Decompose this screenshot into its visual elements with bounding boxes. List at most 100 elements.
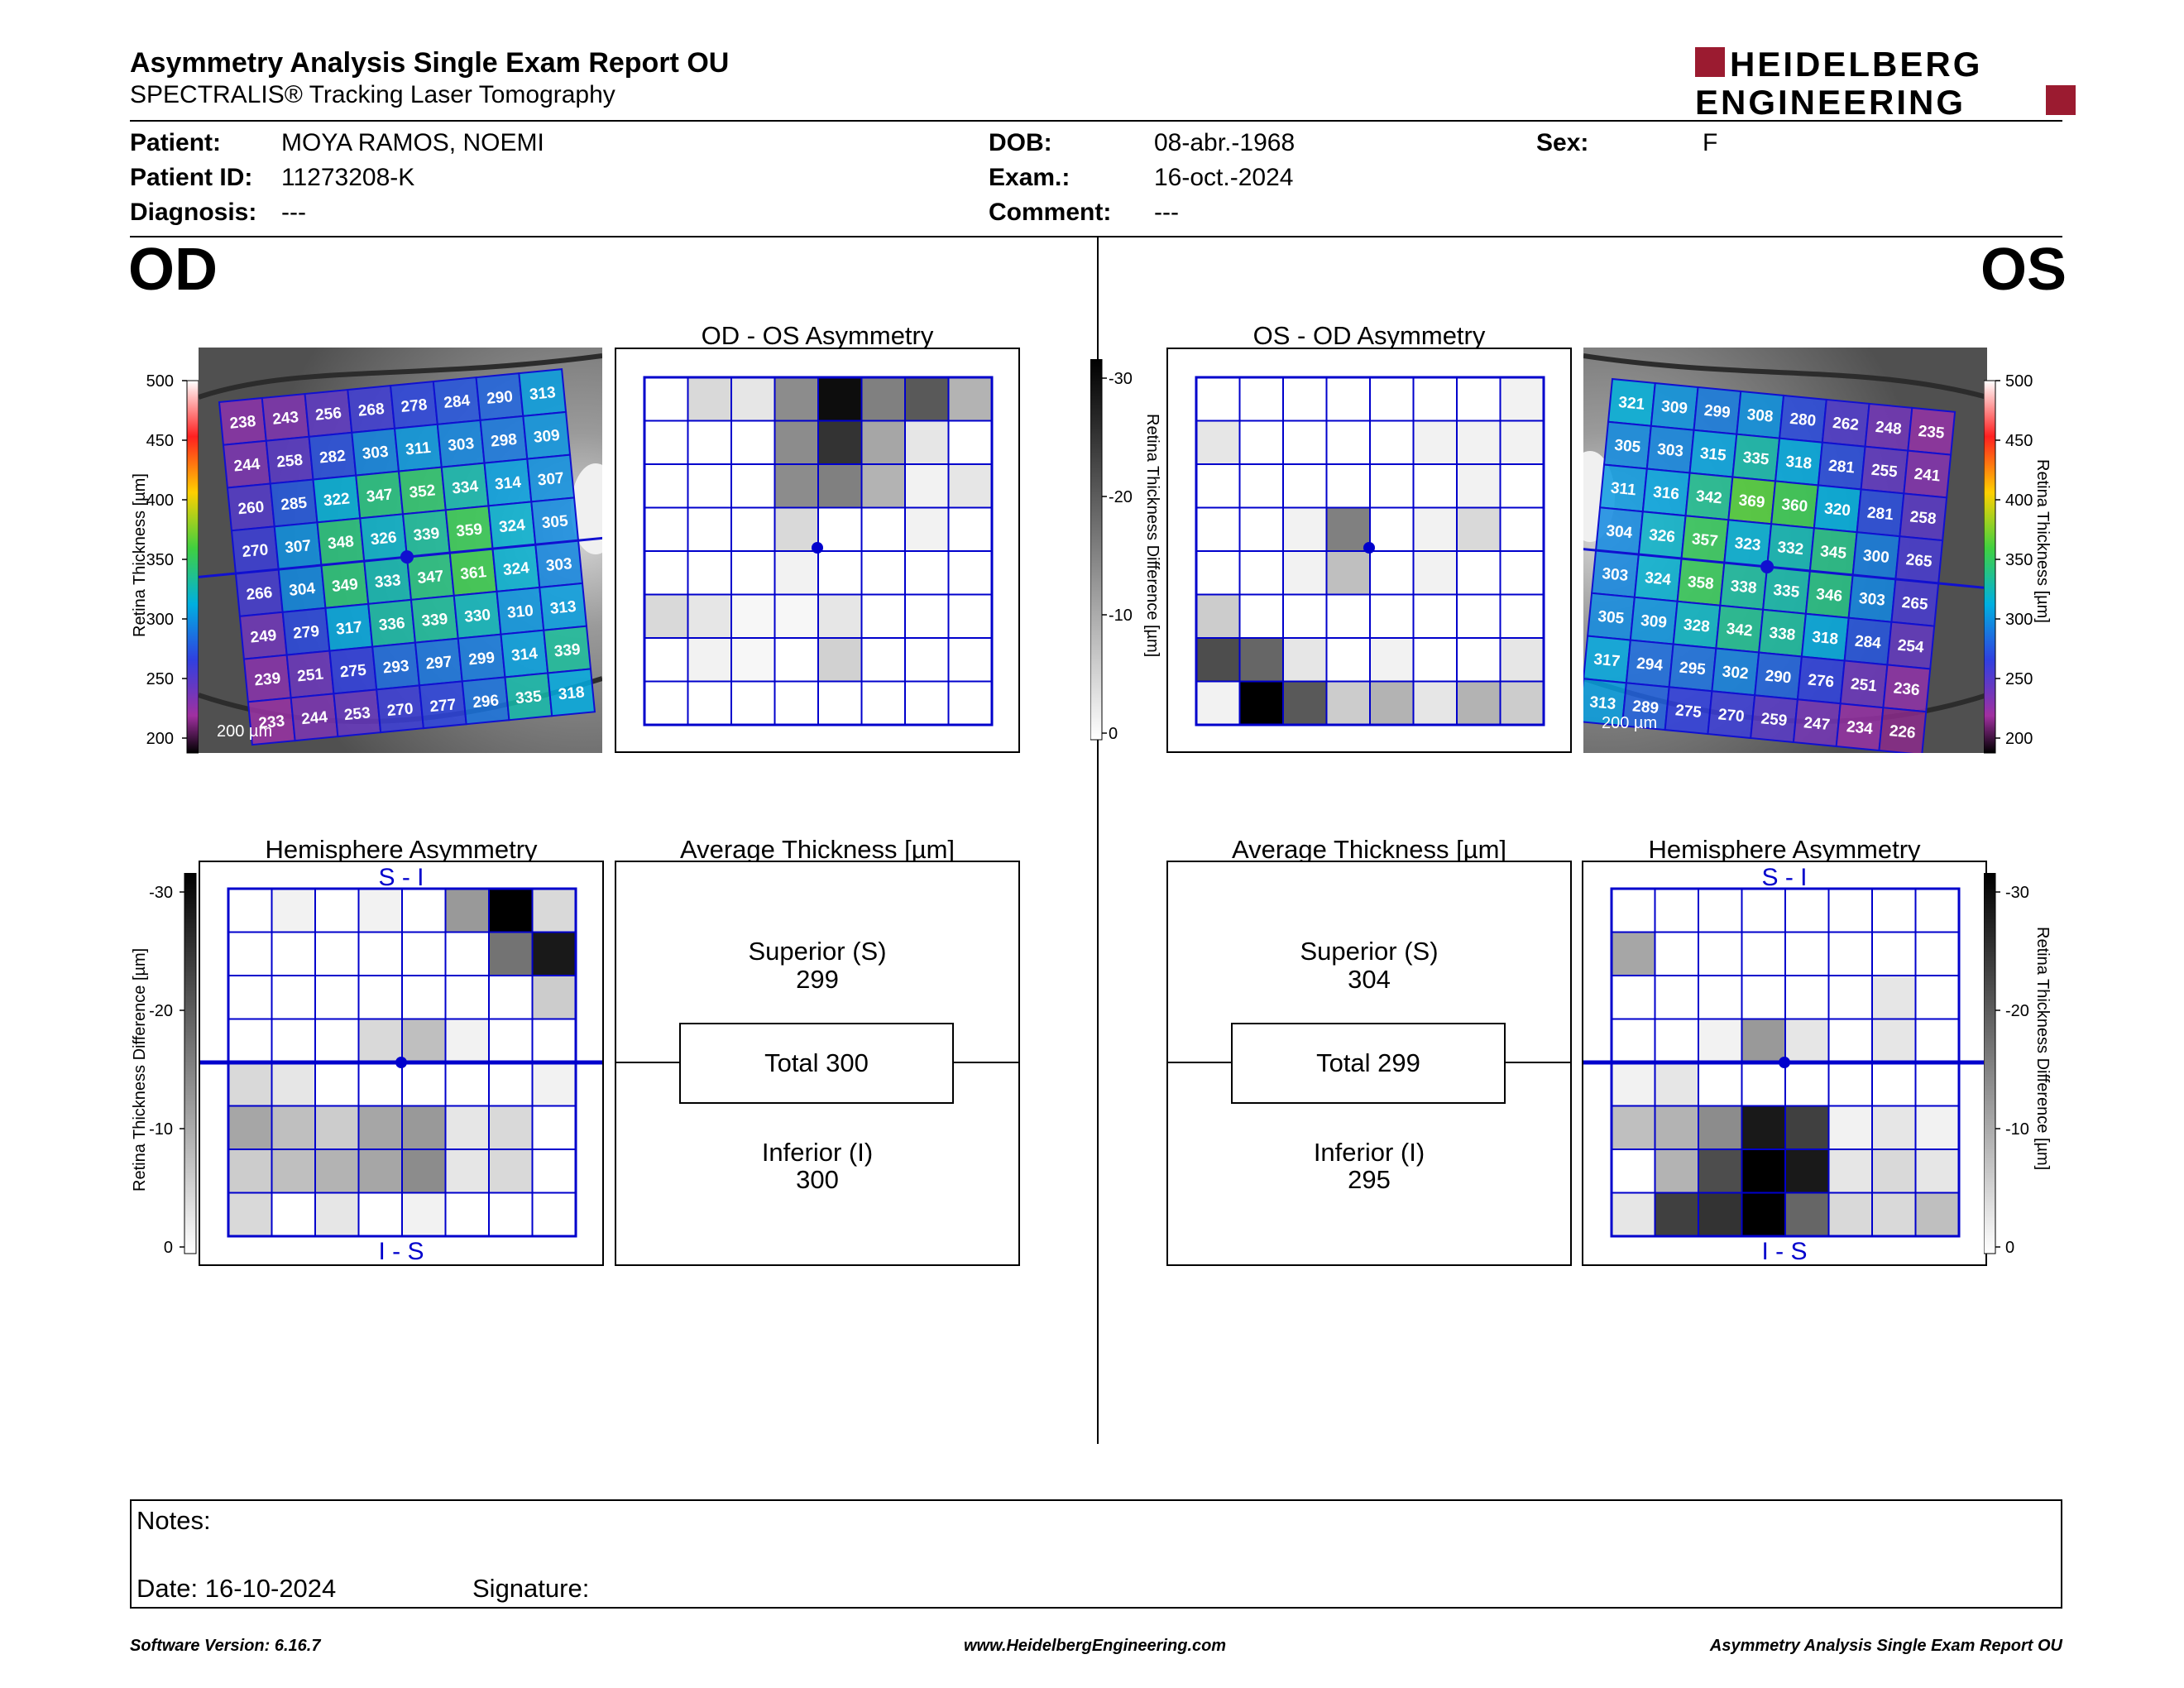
grid-cell — [1195, 593, 1241, 639]
thickness-value: 305 — [541, 512, 569, 532]
grid-cell — [1499, 506, 1545, 552]
grid-cell — [817, 420, 863, 465]
thickness-value: 280 — [1789, 410, 1818, 430]
patient-rule — [130, 236, 2062, 237]
grid-cell — [1412, 463, 1458, 509]
od-thickness-axis-label-wrap: Retina Thickness [µm] — [124, 473, 157, 662]
grid-cell — [1238, 463, 1284, 509]
thickness-value: 336 — [378, 615, 406, 635]
thickness-value: 322 — [323, 490, 351, 510]
od-hemi-bottom-label: I - S — [378, 1238, 424, 1264]
tick-label: -10 — [1109, 607, 1133, 625]
grid-cell — [401, 888, 447, 933]
od-asym-svg — [643, 376, 994, 727]
thickness-value: 313 — [1589, 693, 1617, 713]
grid-cell — [271, 1062, 316, 1107]
grid-cell — [1456, 506, 1502, 552]
footer-software-version: Software Version: 6.16.7 — [130, 1637, 321, 1655]
grid-cell — [1238, 593, 1284, 639]
grid-cell — [444, 888, 490, 933]
thickness-value: 266 — [246, 584, 274, 604]
od-inferior-value: 300 — [796, 1165, 839, 1194]
od-thickness-axis-label: Retina Thickness [µm] — [131, 473, 149, 637]
comment-label: Comment: — [989, 199, 1112, 226]
grid-cell — [1914, 1149, 1960, 1194]
center-diff-axis-label: Retina Thickness Difference [µm] — [1143, 414, 1161, 658]
grid-cell — [1611, 975, 1656, 1020]
grid-cell — [1195, 550, 1241, 596]
thickness-value: 278 — [400, 396, 429, 416]
grid-cell — [730, 550, 776, 596]
fovea-marker — [1363, 542, 1375, 554]
od-thickness-colorbar: 500 450 400 350 300 250 200 — [146, 372, 199, 754]
thickness-value: 352 — [409, 482, 437, 501]
center-diff-axis-label-wrap: Retina Thickness Difference [µm] — [1133, 414, 1166, 662]
thickness-value: 290 — [1765, 667, 1793, 687]
thickness-value: 275 — [339, 661, 367, 681]
tick-label: 300 — [146, 611, 174, 629]
thickness-value: 297 — [425, 654, 453, 674]
grid-cell — [444, 1149, 490, 1194]
grid-cell — [1238, 637, 1284, 683]
tick-label: -30 — [2005, 884, 2029, 902]
thickness-value: 328 — [1683, 616, 1711, 636]
grid-cell — [1369, 420, 1415, 465]
fovea-marker — [1760, 559, 1774, 573]
grid-cell — [1325, 593, 1371, 639]
thickness-value: 233 — [258, 712, 286, 732]
grid-cell — [271, 1105, 316, 1150]
logo-line2: ENGINEERING — [1695, 83, 1966, 118]
thickness-value: 258 — [1909, 508, 1937, 528]
grid-cell — [687, 463, 732, 509]
thickness-value: 361 — [459, 563, 487, 583]
thickness-value: 303 — [448, 435, 476, 455]
thickness-value: 282 — [318, 448, 347, 468]
grid-cell — [1698, 931, 1743, 976]
thickness-value: 304 — [1606, 522, 1634, 542]
grid-cell — [1369, 506, 1415, 552]
dob-value: 08-abr.-1968 — [1154, 129, 1296, 156]
grid-cell — [401, 1018, 447, 1063]
thickness-value: 268 — [357, 400, 386, 420]
grid-cell — [1914, 931, 1960, 976]
notes-box[interactable]: Notes: Date: 16-10-2024 Signature: — [130, 1499, 2062, 1609]
thickness-value: 347 — [417, 568, 445, 587]
footer-url[interactable]: www.HeidelbergEngineering.com — [964, 1637, 1227, 1655]
grid-cell — [1698, 888, 1743, 933]
os-asym-panel — [1166, 348, 1572, 753]
grid-cell — [860, 463, 906, 509]
grid-cell — [817, 680, 863, 726]
thickness-value: 251 — [1850, 675, 1878, 695]
thickness-value: 253 — [343, 704, 371, 724]
thickness-value: 339 — [421, 611, 449, 631]
od-scale-text: 200 µm — [217, 722, 272, 741]
grid-cell — [1871, 1149, 1917, 1194]
thickness-value: 349 — [331, 576, 359, 596]
grid-cell — [1698, 1192, 1743, 1237]
thickness-value: 320 — [1823, 500, 1851, 520]
grid-cell — [644, 376, 689, 422]
patient-id-label: Patient ID: — [130, 164, 253, 191]
thickness-value: 358 — [1687, 573, 1715, 593]
grid-cell — [1654, 1192, 1699, 1237]
thickness-value: 309 — [533, 427, 561, 447]
grid-cell — [687, 376, 732, 422]
tick-label: 500 — [2005, 372, 2033, 391]
center-divider — [1097, 237, 1099, 1444]
od-asym-panel — [615, 348, 1020, 753]
grid-cell — [817, 550, 863, 596]
grid-cell — [644, 463, 689, 509]
thickness-value: 295 — [1679, 659, 1707, 679]
od-superior-label: Superior (S) — [748, 937, 887, 966]
thickness-value: 235 — [1918, 423, 1946, 443]
tick-label: 400 — [2005, 492, 2033, 510]
grid-cell — [1325, 680, 1371, 726]
thickness-value: 298 — [490, 431, 518, 451]
thickness-value: 299 — [1703, 402, 1731, 422]
grid-cell — [947, 637, 993, 683]
grid-cell — [1282, 506, 1328, 552]
grid-cell — [1914, 1018, 1960, 1063]
os-asym-svg — [1195, 376, 1545, 727]
grid-cell — [860, 550, 906, 596]
grid-cell — [1914, 888, 1960, 933]
